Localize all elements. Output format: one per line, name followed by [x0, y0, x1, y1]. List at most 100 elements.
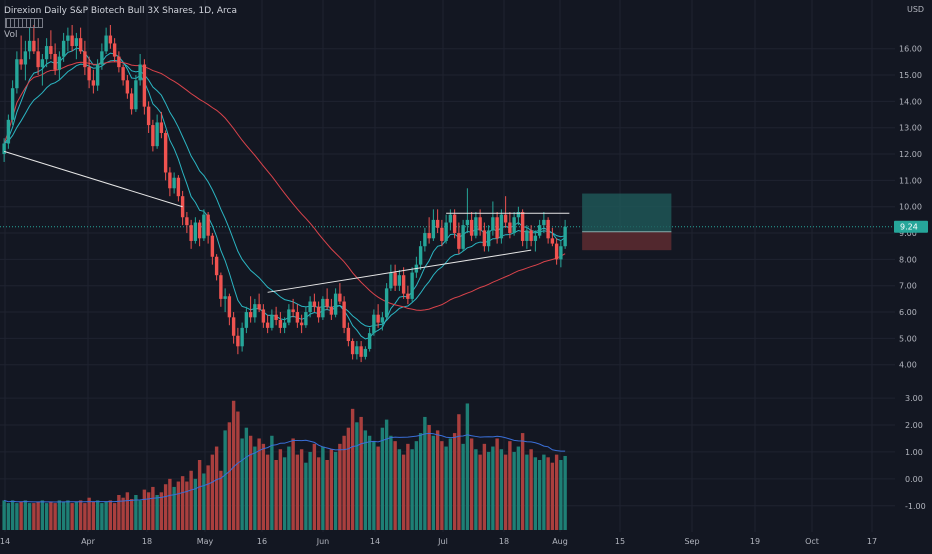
volume-bar — [180, 476, 185, 530]
price-axis[interactable]: 16.00 15.00 14.00 13.00 12.00 11.00 10.00 9.00 8… — [894, 5, 928, 511]
candle-body — [61, 40, 66, 57]
candle-body — [550, 238, 555, 244]
price-tick-label: 16.00 — [899, 45, 922, 54]
volume-bar — [406, 443, 410, 530]
candle-body — [129, 93, 134, 110]
volume-bar — [520, 433, 525, 530]
candle-body — [350, 341, 355, 355]
volume-bar — [138, 500, 142, 530]
volume-bar — [19, 501, 23, 530]
indicator-box-icon[interactable] — [5, 17, 43, 28]
candle-body — [418, 246, 423, 265]
candle-body — [503, 214, 508, 223]
time-tick-label: 19 — [750, 537, 760, 546]
volume-bar — [367, 435, 372, 530]
volume-bar — [376, 446, 380, 530]
time-tick-label: Oct — [805, 537, 819, 546]
volume-bar — [36, 501, 40, 530]
price-tick-label: 9.00 — [899, 229, 917, 238]
volume-bar — [503, 454, 508, 530]
candle-body — [193, 222, 198, 241]
trendline — [3, 150, 183, 208]
candle-body — [529, 230, 533, 241]
volume-bar — [461, 443, 465, 530]
volume-bar — [299, 449, 304, 530]
candle-body — [155, 122, 159, 147]
candle-body — [363, 348, 368, 357]
volume-bar — [270, 435, 274, 530]
candle-body — [457, 233, 461, 249]
volume-bar — [397, 449, 402, 530]
volume-bar — [49, 501, 53, 530]
candle-body — [406, 293, 410, 299]
symbol-title[interactable]: Direxion Daily S&P Biotech Bull 3X Share… — [4, 6, 237, 16]
volume-bar — [223, 430, 227, 530]
candle-body — [452, 214, 457, 234]
candle-body — [32, 40, 36, 52]
candle-body — [563, 226, 567, 247]
volume-bar — [537, 460, 542, 530]
trendlines[interactable] — [3, 150, 570, 293]
candle-body — [508, 222, 512, 234]
volume-bar — [100, 503, 104, 530]
volume-bar — [189, 470, 193, 530]
candle-body — [91, 80, 96, 86]
candle-body — [112, 43, 117, 57]
candle-body — [542, 219, 546, 226]
time-tick-label: 18 — [142, 537, 152, 546]
price-tick-label: 15.00 — [899, 71, 922, 80]
price-tick-label: 14.00 — [899, 97, 922, 106]
candle-body — [525, 230, 529, 241]
candle-body — [70, 35, 74, 47]
volume-bar — [112, 503, 117, 530]
candle-body — [287, 309, 291, 323]
candle-body — [329, 306, 334, 315]
candle-body — [40, 59, 45, 68]
volume-bar — [151, 486, 155, 530]
volume-ma-line — [3, 432, 566, 503]
volume-bar — [78, 500, 83, 530]
price-tick-label: 7.00 — [899, 282, 917, 291]
candle-body — [159, 122, 164, 133]
volume-bar — [444, 446, 448, 530]
volume-label[interactable]: Vol — [4, 30, 18, 40]
volume-bar — [359, 416, 363, 530]
candle-body — [23, 51, 28, 65]
candle-body — [482, 230, 487, 247]
volume-bar — [248, 435, 253, 530]
volume-bar — [491, 446, 495, 530]
candle-body — [367, 333, 372, 349]
candle-body — [278, 319, 283, 328]
volume-bar — [512, 451, 516, 530]
time-tick-label: 16 — [257, 537, 267, 546]
candle-body — [253, 304, 257, 318]
candle-body — [359, 346, 363, 357]
candle-body — [444, 222, 448, 241]
volume-bar — [482, 443, 487, 530]
candle-body — [151, 125, 155, 147]
volume-bar — [448, 438, 453, 530]
volume-bar — [261, 443, 266, 530]
candle-body — [87, 67, 91, 81]
price-tick-label: 6.00 — [899, 308, 917, 317]
volume-moving-average — [3, 432, 566, 503]
volume-bar — [350, 408, 355, 530]
candle-body — [342, 301, 346, 328]
candle-body — [520, 211, 525, 241]
volume-bar — [423, 416, 427, 530]
volume-bar — [291, 438, 295, 530]
candle-body — [372, 314, 376, 334]
volume-tick-label: -1.00 — [905, 502, 926, 511]
volume-bar — [389, 435, 393, 530]
time-tick-label: Apr — [81, 537, 96, 546]
candle-body — [134, 80, 138, 110]
time-axis[interactable]: 14 Apr 18 May 16 Jun 14 Jul 18 Aug 15 Sep 19 Oct 17 — [0, 537, 877, 546]
candle-body — [36, 51, 40, 68]
price-tick-label: 5.00 — [899, 334, 917, 343]
volume-bar — [342, 435, 346, 530]
volume-bar — [66, 500, 70, 530]
time-tick-label: Jun — [316, 537, 330, 546]
volume-bar — [346, 427, 351, 530]
